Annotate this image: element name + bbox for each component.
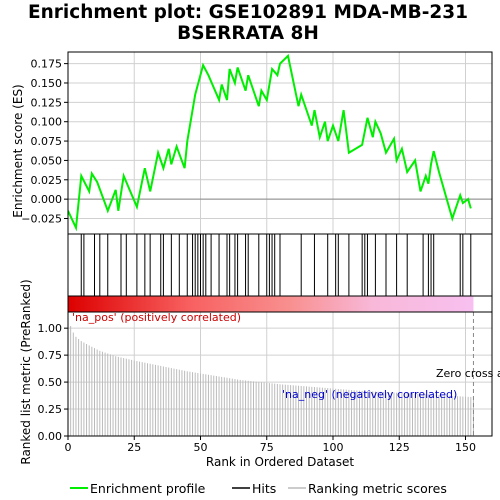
metric-y-axis-label: Ranked list metric (PreRanked)	[19, 279, 33, 464]
es-y-tick-label: 0.175	[31, 58, 63, 71]
x-tick-label: 150	[455, 441, 476, 454]
es-y-tick-label: 0.050	[31, 154, 63, 167]
hit-markers	[80, 234, 472, 296]
es-y-tick-label: 0.025	[31, 174, 63, 187]
metric-x-ticks: 0 25 50 75 100 125 150	[65, 436, 476, 454]
ranking-metric-panel: 0.00 0.25 0.50 0.75 1.00 0 25 50 75 100 125 150 'n…	[19, 279, 500, 469]
x-tick-label: 25	[127, 441, 141, 454]
zero-cross-label: Zero cross at 153	[436, 367, 500, 380]
x-tick-label: 125	[389, 441, 410, 454]
chart-title-line-2: BSERRATA 8H	[177, 23, 319, 44]
metric-y-tick-label: 0.25	[38, 403, 63, 416]
ranking-metric-bars	[70, 326, 474, 436]
legend-enrichment-label: Enrichment profile	[90, 481, 206, 496]
metric-y-tick-label: 0.75	[38, 349, 63, 362]
metric-y-tick-label: 1.00	[38, 322, 63, 335]
legend-metric-label: Ranking metric scores	[308, 481, 447, 496]
metric-y-tick-label: 0.50	[38, 376, 63, 389]
negative-correlation-label: 'na_neg' (negatively correlated)	[282, 388, 457, 401]
es-y-tick-label: 0.150	[31, 77, 63, 90]
x-tick-label: 100	[323, 441, 344, 454]
enrichment-y-ticks: −0.025 0.000 0.025 0.050 0.075 0.100 0.125 0.15…	[21, 58, 68, 226]
enrichment-profile-line	[68, 53, 472, 232]
x-tick-label: 50	[194, 441, 208, 454]
enrichment-y-axis-label: Enrichment score (ES)	[11, 84, 25, 217]
metric-x-axis-label: Rank in Ordered Dataset	[206, 455, 354, 469]
es-y-tick-label: 0.100	[31, 116, 63, 129]
enrichment-gridlines	[67, 52, 492, 234]
legend: Enrichment profile Hits Ranking metric s…	[70, 481, 447, 496]
rank-gradient-bar	[68, 296, 474, 312]
es-y-tick-label: −0.025	[21, 213, 62, 226]
chart-title-line-1: Enrichment plot: GSE102891 MDA-MB-231	[28, 2, 468, 23]
enrichment-plot-frame	[67, 51, 493, 235]
es-y-tick-label: 0.075	[31, 135, 63, 148]
x-tick-label: 75	[260, 441, 274, 454]
metric-y-tick-label: 0.00	[38, 430, 63, 443]
enrichment-plot-panel: −0.025 0.000 0.025 0.050 0.075 0.100 0.125 0.15…	[11, 51, 493, 235]
es-y-tick-label: 0.125	[31, 96, 63, 109]
positive-correlation-label: 'na_pos' (positively correlated)	[72, 311, 241, 324]
metric-plot-frame	[67, 311, 493, 437]
x-tick-label: 0	[65, 441, 72, 454]
legend-hits-label: Hits	[252, 481, 276, 496]
rank-color-bar	[67, 295, 493, 313]
hits-panel	[67, 233, 493, 297]
metric-y-ticks: 0.00 0.25 0.50 0.75 1.00	[38, 322, 68, 443]
es-y-tick-label: 0.000	[31, 193, 63, 206]
